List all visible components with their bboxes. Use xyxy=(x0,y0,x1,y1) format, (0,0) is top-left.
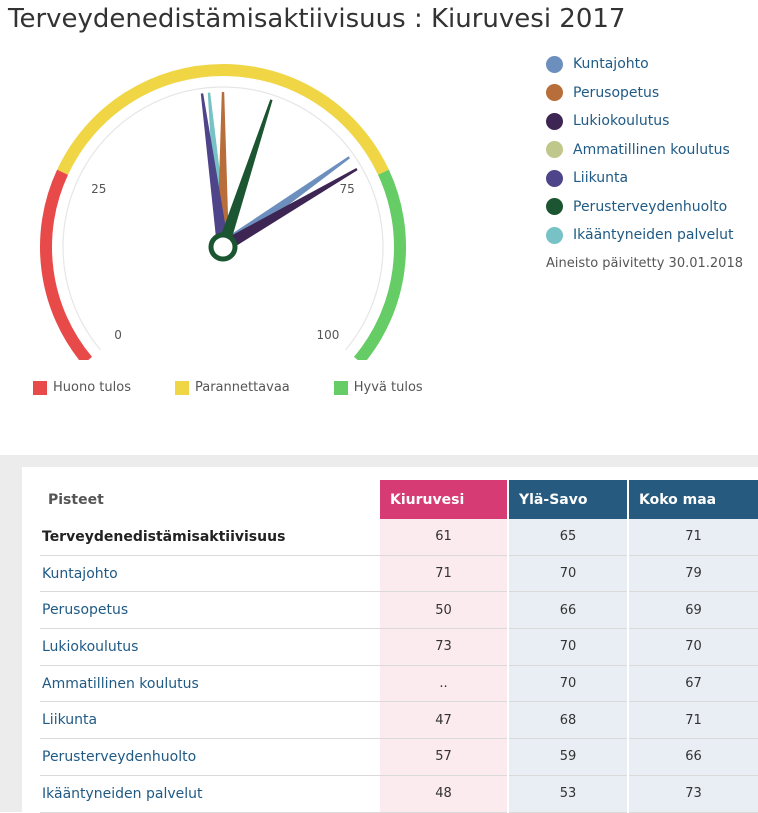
table-row: Lukiokoulutus 73 70 70 xyxy=(40,628,758,666)
cell-kiuruvesi: 47 xyxy=(380,701,508,740)
gauge-tick-label: 75 xyxy=(340,182,355,196)
legend-label: Ammatillinen koulutus xyxy=(573,141,730,158)
gauge-band-0 xyxy=(40,169,93,360)
gauge-tick-label: 0 xyxy=(114,328,122,342)
legend-item-kuntajohto[interactable]: Kuntajohto xyxy=(546,50,743,79)
zone-label: Huono tulos xyxy=(53,380,131,395)
row-label[interactable]: Perusterveydenhuolto xyxy=(40,738,380,776)
cell-koko-maa: 70 xyxy=(627,628,758,666)
cell-koko-maa: 79 xyxy=(627,555,758,593)
legend-item-liikunta[interactable]: Liikunta xyxy=(546,164,743,193)
legend-item-ikaantyneiden-palvelut[interactable]: Ikääntyneiden palvelut xyxy=(546,221,743,250)
cell-kiuruvesi: 50 xyxy=(380,591,508,630)
row-label[interactable]: Perusopetus xyxy=(40,591,380,630)
page-title: Terveydenedistämisaktiivisuus : Kiuruves… xyxy=(8,4,626,34)
table-row: Perusterveydenhuolto 57 59 66 xyxy=(40,738,758,776)
needle-legend: Kuntajohto Perusopetus Lukiokoulutus Amm… xyxy=(546,50,743,271)
legend-label: Ikääntyneiden palvelut xyxy=(573,227,734,244)
cell-yla-savo: 68 xyxy=(507,701,628,740)
cell-yla-savo: 65 xyxy=(507,519,628,556)
cell-yla-savo: 70 xyxy=(507,665,628,703)
cell-koko-maa: 69 xyxy=(627,591,758,630)
table-row: Kuntajohto 71 70 79 xyxy=(40,555,758,593)
legend-label: Perusopetus xyxy=(573,84,660,101)
table-row: Terveydenedistämisaktiivisuus 61 65 71 xyxy=(40,519,758,556)
gauge-hub xyxy=(208,232,238,262)
gauge-band-2 xyxy=(353,169,406,360)
cell-koko-maa: 73 xyxy=(627,775,758,813)
row-label[interactable]: Ikääntyneiden palvelut xyxy=(40,775,380,813)
legend-swatch xyxy=(546,112,563,130)
cell-koko-maa: 66 xyxy=(627,738,758,776)
legend-item-lukiokoulutus[interactable]: Lukiokoulutus xyxy=(546,107,743,136)
legend-swatch xyxy=(546,84,563,102)
cell-yla-savo: 66 xyxy=(507,591,628,630)
updated-note: Aineisto päivitetty 30.01.2018 xyxy=(546,255,743,271)
legend-swatch xyxy=(546,55,563,73)
gauge-tick-label: 100 xyxy=(316,328,339,342)
cell-kiuruvesi: 48 xyxy=(380,775,508,813)
legend-swatch xyxy=(546,198,563,216)
needle-perusterveydenhuolto[interactable] xyxy=(217,99,273,249)
cell-koko-maa: 71 xyxy=(627,701,758,740)
cell-yla-savo: 59 xyxy=(507,738,628,776)
cell-kiuruvesi: 57 xyxy=(380,738,508,776)
legend-item-ammatillinen-koulutus[interactable]: Ammatillinen koulutus xyxy=(546,136,743,165)
table-panel: Pisteet Kiuruvesi Ylä-Savo Koko maa Terv… xyxy=(0,455,758,813)
header-yla-savo[interactable]: Ylä-Savo xyxy=(507,480,628,519)
table-row: Perusopetus 50 66 69 xyxy=(40,591,758,630)
row-label[interactable]: Kuntajohto xyxy=(40,555,380,593)
legend-label: Perusterveydenhuolto xyxy=(573,198,728,215)
row-label[interactable]: Lukiokoulutus xyxy=(40,628,380,666)
gauge-band-1 xyxy=(57,64,389,175)
legend-label: Kuntajohto xyxy=(573,56,649,73)
scores-table: Pisteet Kiuruvesi Ylä-Savo Koko maa Terv… xyxy=(40,480,758,813)
cell-koko-maa: 67 xyxy=(627,665,758,703)
legend-swatch xyxy=(546,226,563,244)
header-kiuruvesi[interactable]: Kiuruvesi xyxy=(380,480,508,519)
cell-kiuruvesi: 73 xyxy=(380,628,508,666)
table-row: Ikääntyneiden palvelut 48 53 73 xyxy=(40,775,758,813)
needle-lukiokoulutus[interactable] xyxy=(219,167,358,253)
zone-legend-item-good: Hyvä tulos xyxy=(333,380,423,395)
cell-yla-savo: 70 xyxy=(507,555,628,593)
zone-swatch xyxy=(174,380,189,395)
gauge-guide-arc xyxy=(62,86,384,351)
row-label[interactable]: Liikunta xyxy=(40,701,380,740)
cell-kiuruvesi: .. xyxy=(380,665,508,703)
cell-yla-savo: 53 xyxy=(507,775,628,813)
cell-kiuruvesi: 71 xyxy=(380,555,508,593)
zone-swatch xyxy=(333,380,348,395)
row-label[interactable]: Ammatillinen koulutus xyxy=(40,665,380,703)
zone-legend: Huono tulos Parannettavaa Hyvä tulos xyxy=(33,380,467,395)
zone-legend-item-improve: Parannettavaa xyxy=(174,380,290,395)
table-row: Ammatillinen koulutus.. 70 67 xyxy=(40,665,758,703)
zone-label: Hyvä tulos xyxy=(353,380,423,395)
legend-label: Liikunta xyxy=(573,170,629,187)
legend-swatch xyxy=(546,169,563,187)
zone-legend-item-poor: Huono tulos xyxy=(33,380,131,395)
gauge-tick-label: 25 xyxy=(91,182,106,196)
header-koko-maa[interactable]: Koko maa xyxy=(627,480,758,519)
cell-koko-maa: 71 xyxy=(627,519,758,556)
zone-swatch xyxy=(33,380,47,395)
table-card: Pisteet Kiuruvesi Ylä-Savo Koko maa Terv… xyxy=(22,467,758,813)
legend-swatch xyxy=(546,141,563,159)
cell-yla-savo: 70 xyxy=(507,628,628,666)
table-header-row: Pisteet Kiuruvesi Ylä-Savo Koko maa xyxy=(40,480,758,519)
legend-item-perusterveydenhuolto[interactable]: Perusterveydenhuolto xyxy=(546,193,743,222)
header-pisteet: Pisteet xyxy=(40,480,380,519)
zone-label: Parannettavaa xyxy=(194,380,290,395)
cell-kiuruvesi: 61 xyxy=(380,519,508,556)
legend-item-perusopetus[interactable]: Perusopetus xyxy=(546,79,743,108)
needle-liikunta[interactable] xyxy=(200,93,229,248)
legend-label: Lukiokoulutus xyxy=(573,113,670,130)
table-row: Liikunta 47 68 71 xyxy=(40,701,758,740)
row-label: Terveydenedistämisaktiivisuus xyxy=(40,519,380,556)
gauge-chart: 0 25 75 100 xyxy=(40,64,406,360)
